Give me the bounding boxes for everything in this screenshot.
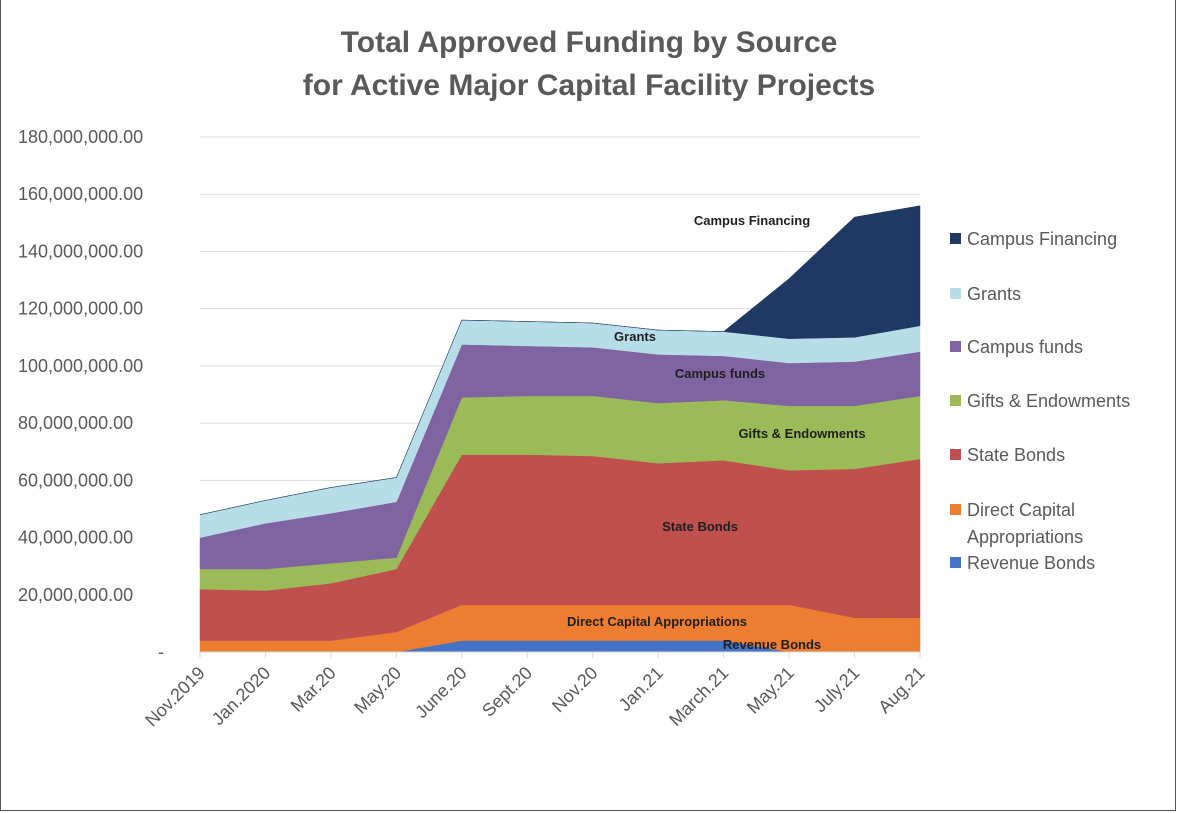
area-campus-financing: [199, 205, 921, 515]
y-tick-label: 160,000,000.00: [18, 184, 143, 204]
legend-label-direct-capital: Direct Capital: [967, 500, 1075, 520]
y-tick-label: 180,000,000.00: [18, 127, 143, 147]
label-direct-capital-appropriations: Direct Capital Appropriations: [567, 614, 747, 629]
label-grants: Grants: [614, 329, 656, 344]
legend: Campus Financing Grants Campus funds Gifts …: [950, 229, 1130, 573]
label-campus-financing: Campus Financing: [694, 213, 810, 228]
legend-label-state-bonds: State Bonds: [967, 445, 1065, 465]
y-tick-label: 80,000,000.00: [18, 413, 133, 433]
legend-swatch-gifts-and-endowments: [950, 395, 961, 406]
x-tick-label: Jan.2020: [208, 663, 275, 730]
x-tick-label: Nov.2019: [141, 663, 209, 731]
legend-label-gifts-and-endowments: Gifts & Endowments: [967, 391, 1130, 411]
chart-title: Total Approved Funding by Source: [340, 26, 838, 59]
y-tick-label: 60,000,000.00: [18, 470, 133, 490]
label-gifts-and-endowments: Gifts & Endowments: [738, 426, 865, 441]
legend-label-grants: Grants: [967, 284, 1021, 304]
x-tick-label: March.21: [665, 663, 732, 730]
x-tick-label: Jan.21: [615, 663, 667, 715]
legend-swatch-direct-capital: [950, 504, 961, 515]
legend-swatch-state-bonds: [950, 449, 961, 460]
x-tick-label: July.21: [810, 663, 864, 717]
legend-label-appropriations: Appropriations: [967, 527, 1083, 547]
legend-label-revenue-bonds: Revenue Bonds: [967, 553, 1095, 573]
legend-swatch-campus-funds: [950, 341, 961, 352]
label-state-bonds: State Bonds: [662, 519, 738, 534]
area-series: [199, 205, 921, 653]
x-tick-label: May.21: [743, 663, 798, 718]
legend-swatch-grants: [950, 288, 961, 299]
chart-subtitle: for Active Major Capital Facility Projec…: [302, 69, 876, 102]
legend-label-campus-financing: Campus Financing: [967, 229, 1117, 249]
x-tick-label: May.20: [350, 663, 405, 718]
label-campus-funds: Campus funds: [675, 366, 765, 381]
legend-swatch-campus-financing: [950, 233, 961, 244]
y-tick-label: 140,000,000.00: [18, 241, 143, 261]
y-axis: - 20,000,000.00 40,000,000.00 60,000,000.00…: [18, 127, 164, 662]
y-tick-label: 120,000,000.00: [18, 299, 143, 319]
x-tick-label: Mar.20: [287, 663, 340, 716]
y-tick-label: -: [158, 642, 164, 662]
x-tick-label: June.20: [411, 663, 470, 722]
label-revenue-bonds: Revenue Bonds: [723, 637, 821, 652]
legend-swatch-revenue-bonds: [950, 557, 961, 568]
x-tick-label: Nov.20: [548, 663, 602, 717]
in-chart-labels: Campus Financing Grants Campus funds Gifts …: [567, 213, 866, 652]
x-tick-label: Aug.21: [874, 663, 928, 717]
y-tick-label: 40,000,000.00: [18, 528, 133, 548]
x-tick-label: Sept.20: [478, 663, 536, 721]
y-tick-label: 20,000,000.00: [18, 585, 133, 605]
y-tick-label: 100,000,000.00: [18, 356, 143, 376]
legend-label-campus-funds: Campus funds: [967, 337, 1083, 357]
